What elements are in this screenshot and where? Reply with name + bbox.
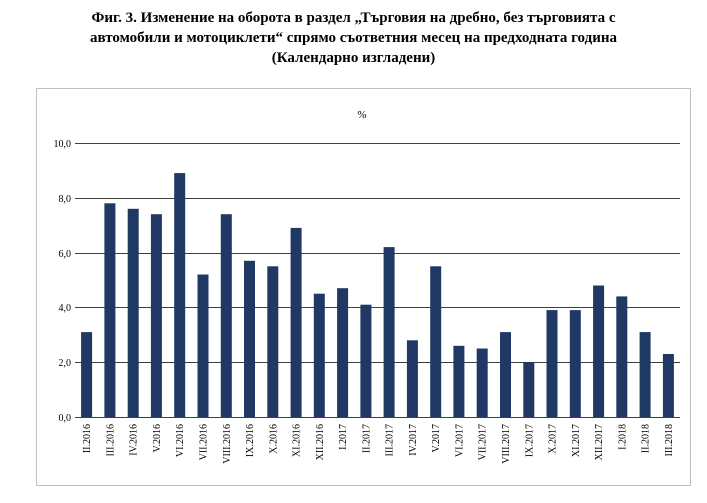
y-tick-label: 4,0: [59, 303, 72, 314]
title-line-1: Фиг. 3. Изменение на оборота в раздел „Т…: [91, 10, 616, 26]
bar: [453, 345, 465, 417]
bar: [500, 332, 511, 417]
x-tick-label: IX.2016: [245, 424, 256, 457]
bar: [616, 296, 628, 417]
bar: [150, 214, 162, 417]
chart-frame: [36, 88, 691, 486]
bar: [313, 293, 325, 417]
bar: [127, 208, 139, 417]
bar: [662, 354, 674, 417]
bar: [383, 247, 395, 417]
bar: [220, 214, 232, 417]
bar: [593, 285, 605, 417]
bar: [197, 274, 209, 417]
bar: [244, 260, 255, 417]
x-tick-label: VIII.2016: [222, 424, 233, 464]
bar: [290, 227, 302, 417]
bar: [174, 173, 186, 417]
bar: [104, 203, 116, 417]
x-tick-label: I.2018: [617, 424, 628, 450]
x-tick-label: X.2016: [268, 424, 279, 454]
x-tick-label: XII.2016: [315, 424, 326, 460]
x-tick-label: XII.2017: [594, 424, 605, 460]
bar: [569, 310, 581, 417]
bar: [267, 266, 279, 417]
x-tick-label: III.2018: [664, 424, 675, 457]
bar: [546, 310, 558, 417]
unit-label: %: [357, 109, 366, 121]
x-tick-label: VII.2017: [478, 424, 489, 460]
y-tick-label: 10,0: [54, 139, 72, 150]
x-tick-label: IV.2016: [129, 424, 140, 456]
bar: [639, 332, 651, 417]
x-tick-label: IX.2017: [524, 424, 535, 457]
x-tick-label: V.2016: [152, 424, 163, 452]
title-line-3: (Календарно изгладени): [271, 50, 436, 66]
x-tick-label: III.2016: [105, 424, 116, 457]
bar: [360, 304, 372, 417]
x-tick-label: III.2017: [385, 424, 396, 457]
x-tick-label: VII.2016: [199, 424, 210, 460]
bar: [476, 348, 488, 417]
y-tick-label: 6,0: [59, 249, 72, 260]
y-tick-label: 2,0: [59, 358, 72, 369]
x-tick-label: IV.2017: [408, 424, 419, 456]
bar: [430, 266, 442, 417]
x-tick-label: X.2017: [548, 424, 559, 454]
x-tick-label: II.2018: [641, 424, 652, 453]
x-tick-label: II.2016: [82, 424, 93, 453]
y-tick-label: 8,0: [59, 194, 72, 205]
x-tick-label: VI.2017: [454, 424, 465, 457]
bar: [337, 288, 349, 417]
x-tick-label: XI.2017: [571, 424, 582, 457]
chart-title: Фиг. 3. Изменение на оборота в раздел „Т…: [0, 8, 707, 68]
x-tick-label: I.2017: [338, 424, 349, 450]
x-tick-label: VI.2016: [175, 424, 186, 457]
x-tick-label: II.2017: [361, 424, 372, 453]
bar: [523, 362, 535, 417]
title-line-2: автомобили и мотоциклети“ спрямо съответ…: [90, 30, 617, 46]
y-tick-label: 0,0: [59, 413, 72, 424]
bar: [81, 332, 93, 417]
bar: [406, 340, 418, 417]
x-tick-label: V.2017: [431, 424, 442, 452]
x-tick-label: VIII.2017: [501, 424, 512, 464]
x-tick-label: XI.2016: [292, 424, 303, 457]
